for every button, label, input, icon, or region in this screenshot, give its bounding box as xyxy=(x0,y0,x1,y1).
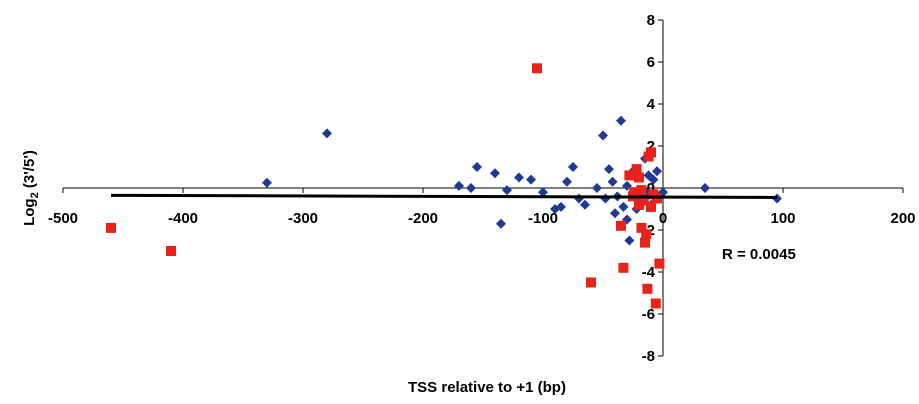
data-point-diamond xyxy=(604,164,614,175)
data-points xyxy=(106,63,782,309)
y-tick-label: 4 xyxy=(647,96,656,113)
data-point-square xyxy=(166,246,176,256)
data-point-square xyxy=(646,147,656,158)
data-point-square xyxy=(629,187,640,198)
data-point-square xyxy=(624,170,635,181)
data-point-square xyxy=(106,222,116,233)
y-ticks xyxy=(658,19,663,357)
data-point-square xyxy=(532,63,542,74)
y-tick-label: -6 xyxy=(642,306,655,323)
y-tick-label: -8 xyxy=(642,348,655,365)
y-axis-title-subscript: 2 xyxy=(29,192,41,198)
data-point-diamond xyxy=(454,180,464,191)
data-point-diamond xyxy=(598,130,608,141)
x-tick-label: -100 xyxy=(528,210,558,227)
y-axis-title-rest: (3'/5') xyxy=(21,150,38,192)
data-point-square xyxy=(631,164,642,175)
data-point-diamond xyxy=(496,218,506,229)
data-point-diamond xyxy=(472,162,482,172)
data-point-square xyxy=(640,237,650,248)
data-point-diamond xyxy=(568,162,578,172)
data-point-square xyxy=(618,262,629,273)
data-point-diamond xyxy=(490,168,500,179)
y-tick-label: -4 xyxy=(642,264,656,281)
data-point-diamond xyxy=(616,115,626,126)
data-point-square xyxy=(641,229,652,240)
x-tick-label: 100 xyxy=(770,210,795,227)
data-point-diamond xyxy=(322,128,332,139)
y-axis-title: Log2 (3'/5') xyxy=(21,150,41,226)
x-tick-label: -300 xyxy=(288,210,318,227)
x-ticks xyxy=(62,188,904,193)
trendline xyxy=(110,193,778,199)
data-point-diamond xyxy=(700,183,710,193)
data-point-diamond xyxy=(526,174,536,185)
data-point-square xyxy=(654,258,665,269)
data-point-diamond xyxy=(538,187,548,198)
data-point-diamond xyxy=(574,193,584,204)
data-point-square xyxy=(636,222,647,233)
y-tick-label: 0 xyxy=(647,180,655,197)
data-point-diamond xyxy=(562,176,572,187)
data-point-square xyxy=(634,199,644,210)
data-point-diamond xyxy=(618,201,629,212)
data-point-square xyxy=(616,220,626,231)
data-point-diamond xyxy=(262,177,272,188)
data-point-diamond xyxy=(610,208,620,219)
data-point-diamond xyxy=(600,193,611,204)
data-point-diamond xyxy=(652,166,662,177)
x-tick-label: 0 xyxy=(659,210,667,227)
data-point-square xyxy=(636,185,647,196)
data-point-diamond xyxy=(502,185,512,196)
data-point-diamond xyxy=(580,199,590,210)
data-point-diamond xyxy=(466,183,476,193)
x-tick-label: -200 xyxy=(408,210,438,227)
data-point-square xyxy=(642,283,653,294)
x-tick-label: -500 xyxy=(48,210,78,227)
data-point-diamond xyxy=(592,183,602,193)
data-point-diamond xyxy=(514,172,524,183)
x-tick-label: 200 xyxy=(890,210,915,227)
y-tick-label: 2 xyxy=(647,138,655,155)
r-value-annotation: R = 0.0045 xyxy=(722,246,796,263)
y-tick-label: 8 xyxy=(647,12,655,29)
data-point-diamond xyxy=(624,235,635,246)
x-axis-title: TSS relative to +1 (bp) xyxy=(408,379,566,396)
x-tick-labels: -500 -400 -300 -200 -100 0 100 200 xyxy=(48,210,916,227)
y-tick-label: 6 xyxy=(647,54,655,71)
data-point-square xyxy=(650,298,661,309)
data-point-diamond xyxy=(648,174,659,185)
data-point-square xyxy=(634,172,644,183)
data-point-diamond xyxy=(556,201,566,212)
x-tick-label: -400 xyxy=(168,210,198,227)
data-point-diamond xyxy=(607,176,618,187)
data-point-square xyxy=(646,201,656,212)
y-axis-title-main: Log xyxy=(21,198,38,226)
data-point-square xyxy=(586,277,596,288)
